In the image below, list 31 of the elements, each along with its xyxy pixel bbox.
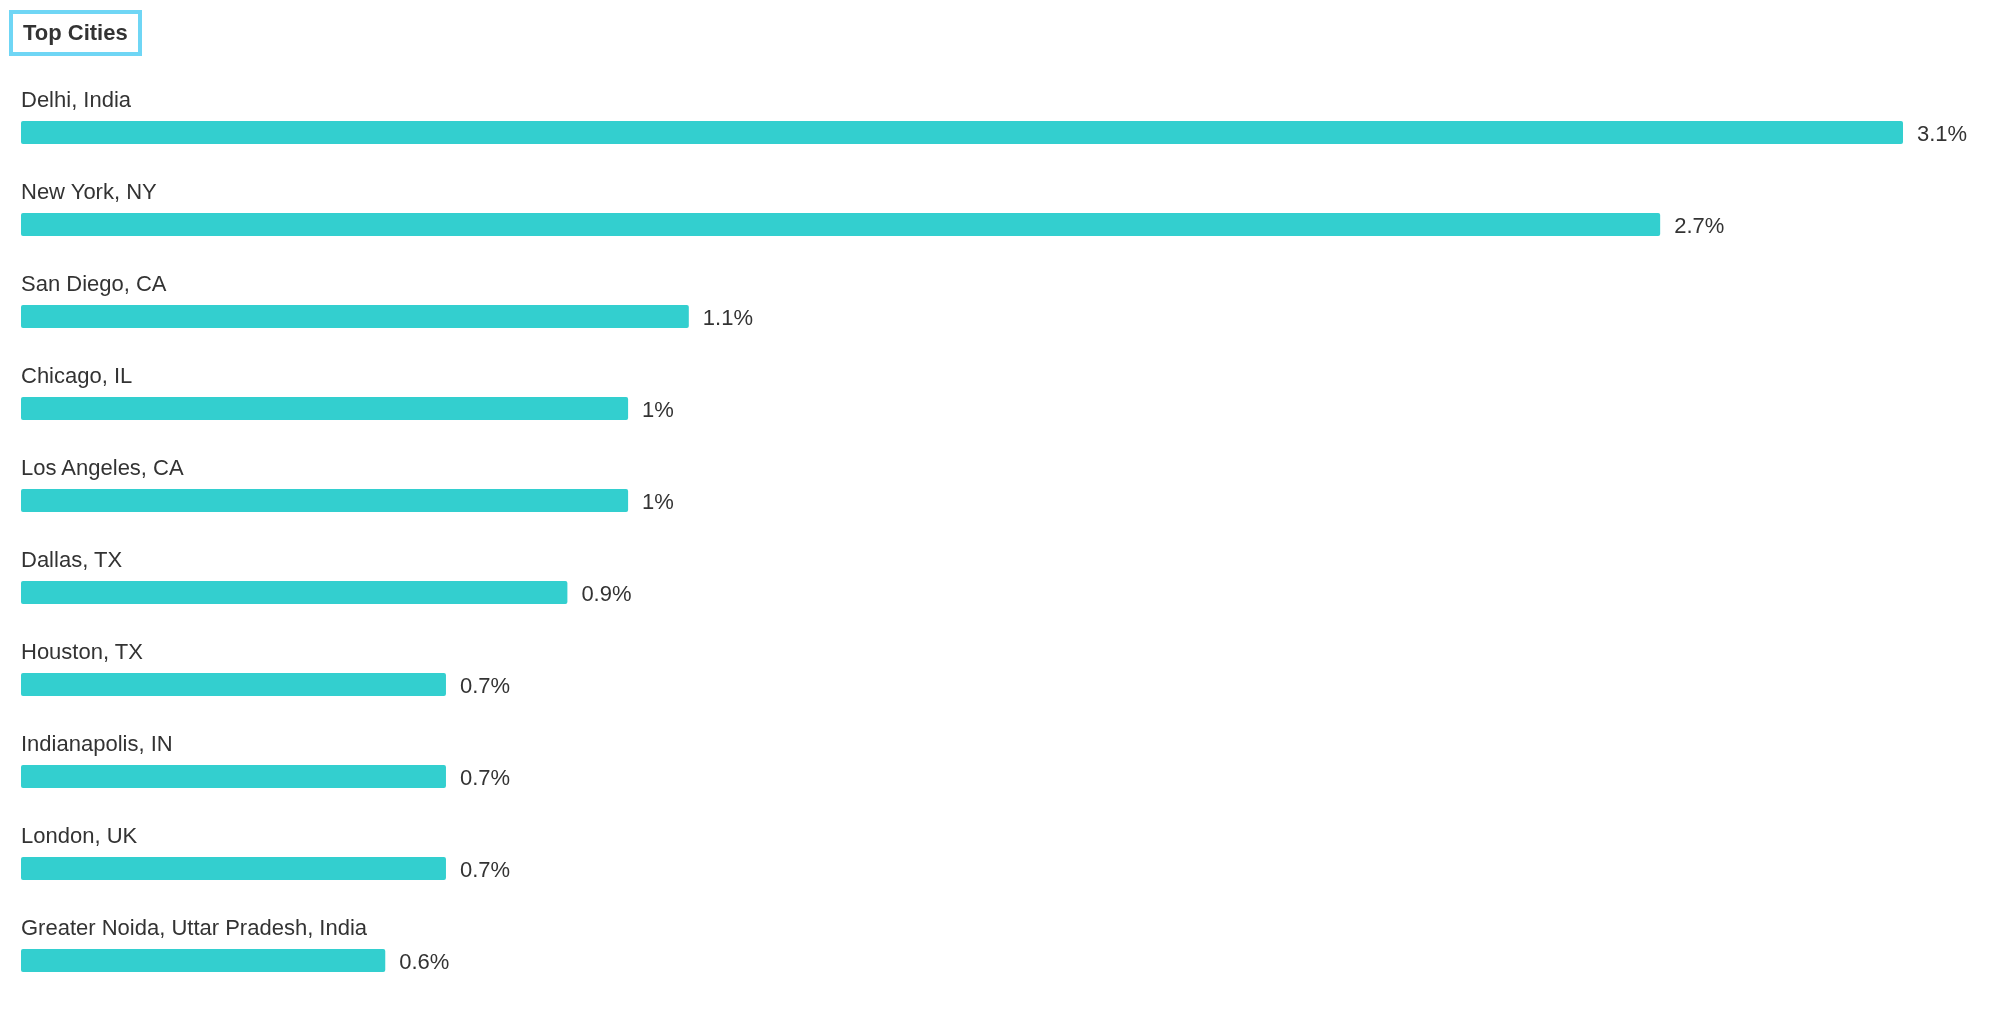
chart-title: Top Cities <box>9 10 142 56</box>
y-tick-label: Delhi, India <box>21 87 132 112</box>
y-tick-label: New York, NY <box>21 179 158 204</box>
y-tick-label: Chicago, IL <box>21 363 133 388</box>
bar <box>21 857 446 880</box>
bar <box>21 489 629 512</box>
y-tick-label: Indianapolis, IN <box>21 731 173 756</box>
data-label: 1% <box>642 396 674 422</box>
y-tick-label: Houston, TX <box>21 639 144 664</box>
y-tick-label: London, UK <box>21 823 138 848</box>
data-label: 0.9% <box>581 580 632 606</box>
y-tick-label: Greater Noida, Uttar Pradesh, India <box>21 915 368 940</box>
data-label: 0.7% <box>459 856 511 882</box>
bar <box>21 765 446 788</box>
data-label: 1% <box>642 488 674 514</box>
y-tick-label: Dallas, TX <box>21 547 123 572</box>
bar <box>21 581 568 604</box>
bar <box>21 673 446 696</box>
bar <box>21 121 1903 144</box>
data-label: 3.1% <box>1917 120 1968 146</box>
y-tick-label: San Diego, CA <box>21 271 167 296</box>
bar <box>21 305 689 328</box>
bar <box>21 949 386 972</box>
bar <box>21 213 1661 236</box>
data-label: 0.6% <box>399 948 450 974</box>
bar <box>21 397 629 420</box>
y-tick-label: Los Angeles, CA <box>21 455 184 480</box>
data-label: 0.7% <box>459 672 511 698</box>
data-label: 0.7% <box>459 764 511 790</box>
data-label: 2.7% <box>1674 212 1725 238</box>
data-label: 1.1% <box>702 304 753 330</box>
